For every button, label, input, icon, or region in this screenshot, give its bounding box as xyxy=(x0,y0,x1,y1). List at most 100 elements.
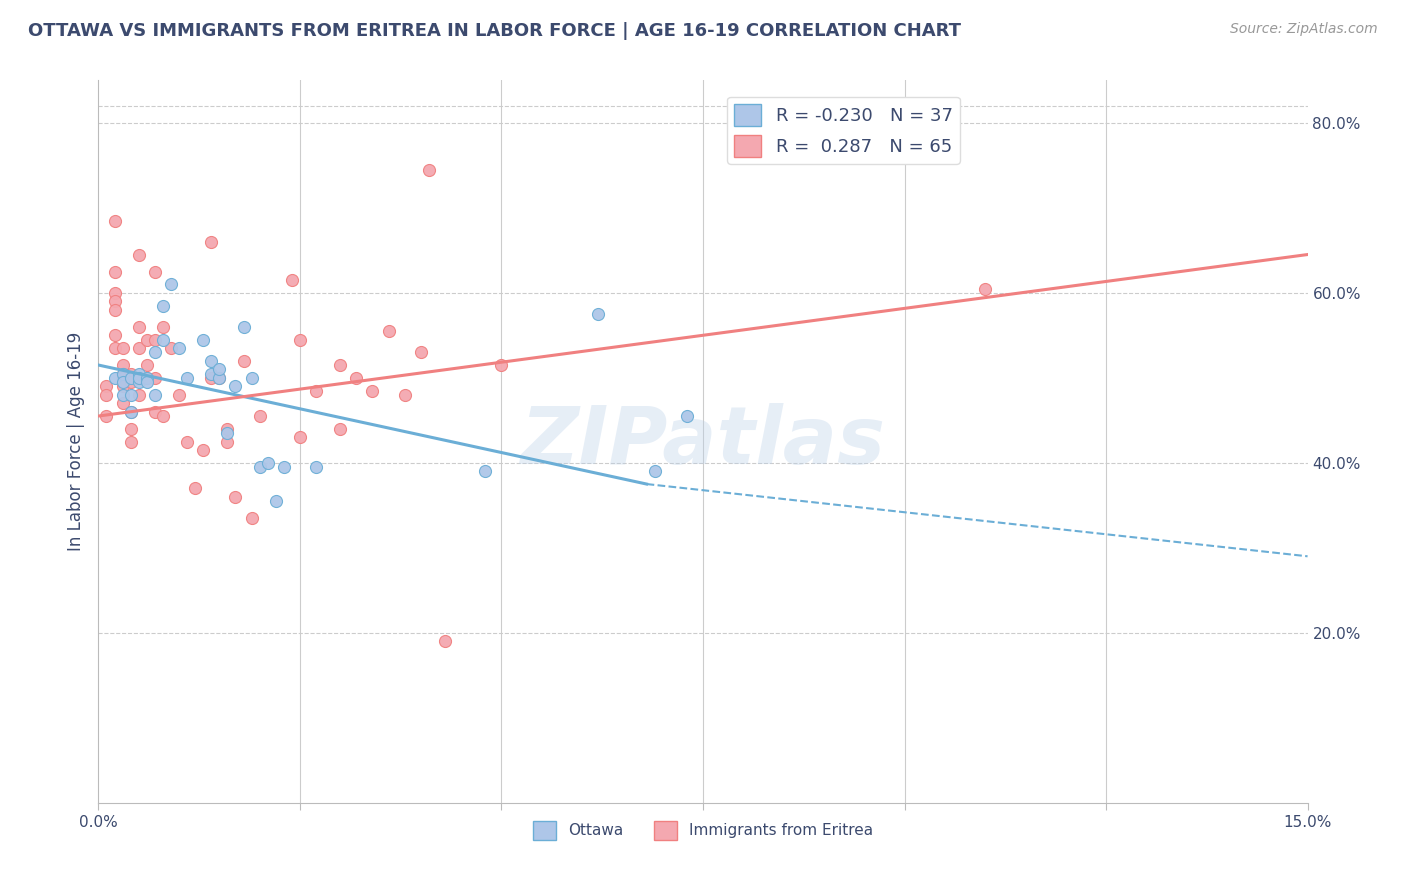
Point xyxy=(96,409,118,423)
Point xyxy=(474,464,496,478)
Point xyxy=(111,379,134,393)
Point xyxy=(167,341,190,355)
Point xyxy=(96,379,118,393)
Point xyxy=(152,333,174,347)
Point xyxy=(103,341,125,355)
Point xyxy=(143,405,166,419)
Point xyxy=(135,333,157,347)
Point xyxy=(143,345,166,359)
Point xyxy=(143,371,166,385)
Point xyxy=(111,341,134,355)
Point xyxy=(305,384,328,398)
Point xyxy=(128,319,150,334)
Point xyxy=(264,494,287,508)
Point xyxy=(217,422,239,436)
Point xyxy=(111,371,134,385)
Point xyxy=(329,358,352,372)
Point xyxy=(394,388,416,402)
Point xyxy=(135,358,157,372)
Point xyxy=(111,388,134,402)
Point xyxy=(249,460,271,475)
Point xyxy=(128,371,150,385)
Point xyxy=(208,362,231,376)
Point xyxy=(160,277,183,292)
Point xyxy=(974,281,997,295)
Point xyxy=(249,409,271,423)
Point xyxy=(377,324,399,338)
Point xyxy=(184,481,207,495)
Point xyxy=(176,371,198,385)
Point xyxy=(103,294,125,309)
Point xyxy=(128,341,150,355)
Point xyxy=(120,405,142,419)
Point xyxy=(167,388,190,402)
Point xyxy=(128,388,150,402)
Point xyxy=(273,460,295,475)
Point xyxy=(128,367,150,381)
Point xyxy=(434,634,457,648)
Point xyxy=(103,264,125,278)
Point xyxy=(120,388,142,402)
Point xyxy=(128,371,150,385)
Text: ZIPatlas: ZIPatlas xyxy=(520,402,886,481)
Point xyxy=(224,490,246,504)
Y-axis label: In Labor Force | Age 16-19: In Labor Force | Age 16-19 xyxy=(66,332,84,551)
Point xyxy=(193,443,215,458)
Point xyxy=(111,396,134,410)
Point xyxy=(103,302,125,317)
Text: OTTAWA VS IMMIGRANTS FROM ERITREA IN LABOR FORCE | AGE 16-19 CORRELATION CHART: OTTAWA VS IMMIGRANTS FROM ERITREA IN LAB… xyxy=(28,22,962,40)
Point xyxy=(200,235,222,249)
Point xyxy=(111,358,134,372)
Point xyxy=(329,422,352,436)
Point xyxy=(111,367,134,381)
Point xyxy=(128,375,150,389)
Point xyxy=(676,409,699,423)
Point xyxy=(344,371,367,385)
Point xyxy=(644,464,666,478)
Point xyxy=(193,333,215,347)
Point xyxy=(361,384,384,398)
Point xyxy=(281,273,304,287)
Point xyxy=(200,353,222,368)
Point xyxy=(200,367,222,381)
Point xyxy=(152,319,174,334)
Point xyxy=(200,371,222,385)
Point xyxy=(232,353,254,368)
Point xyxy=(208,371,231,385)
Point xyxy=(135,375,157,389)
Point xyxy=(103,213,125,227)
Point xyxy=(256,456,278,470)
Point xyxy=(288,333,311,347)
Point xyxy=(120,371,142,385)
Point xyxy=(103,285,125,300)
Point xyxy=(208,371,231,385)
Point xyxy=(120,422,142,436)
Text: Source: ZipAtlas.com: Source: ZipAtlas.com xyxy=(1230,22,1378,37)
Point xyxy=(96,388,118,402)
Point xyxy=(111,367,134,381)
Point xyxy=(176,434,198,449)
Point xyxy=(305,460,328,475)
Point xyxy=(152,409,174,423)
Point xyxy=(217,434,239,449)
Point xyxy=(120,434,142,449)
Point xyxy=(224,379,246,393)
Point xyxy=(111,371,134,385)
Point xyxy=(103,328,125,343)
Point xyxy=(103,371,125,385)
Point xyxy=(491,358,513,372)
Point xyxy=(143,388,166,402)
Point xyxy=(120,367,142,381)
Point xyxy=(418,162,440,177)
Point xyxy=(217,425,239,440)
Point xyxy=(160,341,183,355)
Point xyxy=(143,333,166,347)
Point xyxy=(288,430,311,444)
Point xyxy=(240,511,263,525)
Point xyxy=(135,371,157,385)
Point xyxy=(128,247,150,261)
Point xyxy=(143,264,166,278)
Point xyxy=(586,307,609,321)
Point xyxy=(152,299,174,313)
Point xyxy=(409,345,432,359)
